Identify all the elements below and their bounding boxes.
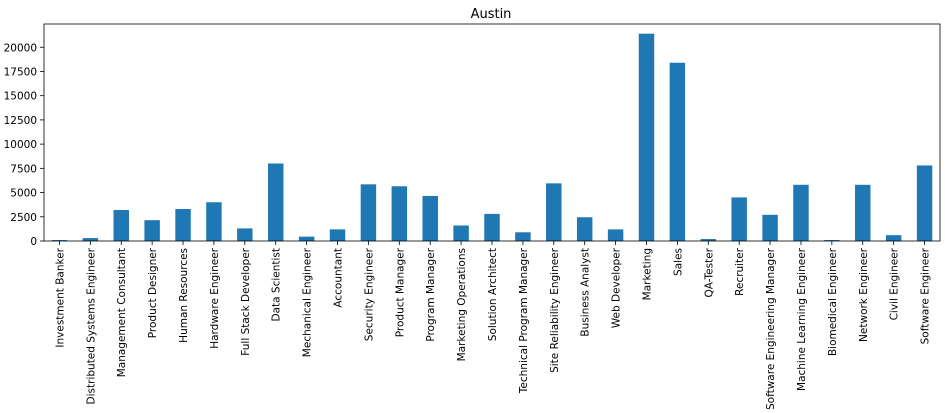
x-tick-label: Sales (672, 248, 684, 276)
x-tick-label: Full Stack Developer (240, 247, 252, 355)
plot-frame (43, 23, 941, 242)
bar (515, 232, 531, 241)
x-tick-label: Machine Learning Engineer (796, 247, 808, 391)
bar (268, 163, 284, 241)
bar (360, 184, 377, 241)
x-tick-label: Program Manager (425, 247, 437, 341)
bar (762, 214, 778, 241)
bar (638, 33, 655, 241)
bar (329, 229, 346, 241)
y-tick-label: 17500 (4, 66, 37, 78)
bar (298, 236, 315, 241)
y-tick-label: 10000 (4, 139, 37, 151)
bar (731, 197, 747, 241)
bar (669, 62, 686, 241)
bar (237, 228, 253, 241)
x-tick-label: Technical Program Manager (518, 247, 530, 394)
x-tick-label: Software Engineering Manager (765, 247, 777, 409)
y-tick-label: 7500 (10, 163, 37, 175)
x-tick-label: Security Engineer (363, 247, 375, 341)
x-tick-label: Solution Architect (487, 248, 499, 341)
y-axis: 0 2500 5000 7500 10000 12500 15000 17500 20000 (4, 42, 44, 248)
bar (113, 210, 129, 241)
y-tick-label: 15000 (4, 91, 37, 103)
x-tick-label: Investment Banker (54, 247, 66, 347)
x-tick-label: Accountant (333, 248, 345, 308)
x-tick-label: Distributed Systems Engineer (85, 247, 97, 404)
y-tick-label: 2500 (10, 212, 37, 224)
x-tick-label: Civil Engineer (889, 247, 901, 320)
x-tick-label: Marketing (641, 248, 653, 300)
x-tick-label: Network Engineer (858, 247, 870, 342)
bar (175, 209, 191, 241)
bar (422, 195, 438, 241)
x-tick-label: Web Developer (611, 247, 623, 328)
bar (793, 184, 809, 241)
bar (607, 229, 624, 241)
x-tick-label: Business Analyst (580, 248, 592, 337)
x-tick-label: QA-Tester (703, 247, 715, 297)
x-tick-label: Data Scientist (271, 248, 283, 322)
bar (144, 220, 160, 241)
bar (484, 213, 500, 241)
x-tick-label: Hardware Engineer (209, 247, 221, 348)
bars (51, 33, 933, 241)
bar (51, 240, 68, 241)
bar (546, 183, 562, 241)
bar (576, 217, 593, 241)
x-tick-label: Management Consultant (116, 248, 128, 377)
x-tick-label: Site Reliability Engineer (549, 247, 561, 373)
x-tick-label: Recruiter (734, 247, 746, 296)
x-tick-label: Mechanical Engineer (302, 247, 314, 357)
x-tick-label: Biomedical Engineer (827, 247, 839, 356)
bar (391, 186, 408, 241)
bar (453, 225, 469, 241)
chart-title: Austin (471, 7, 512, 22)
bar (855, 184, 871, 241)
bar (885, 235, 902, 241)
bar (206, 202, 222, 241)
x-tick-label: Product Designer (147, 247, 159, 338)
y-tick-label: 20000 (4, 42, 37, 54)
bar (824, 240, 840, 241)
bar (82, 238, 99, 241)
x-axis: Investment Banker Distributed Systems Eng… (54, 241, 932, 410)
y-tick-label: 5000 (10, 188, 37, 200)
y-tick-label: 12500 (4, 115, 37, 127)
x-tick-label: Human Resources (178, 248, 190, 343)
bar (916, 165, 933, 241)
bar (700, 239, 716, 241)
x-tick-label: Software Engineer (920, 247, 932, 344)
x-tick-label: Marketing Operations (456, 248, 468, 361)
y-tick-label: 0 (30, 236, 37, 248)
x-tick-label: Product Manager (394, 247, 406, 337)
